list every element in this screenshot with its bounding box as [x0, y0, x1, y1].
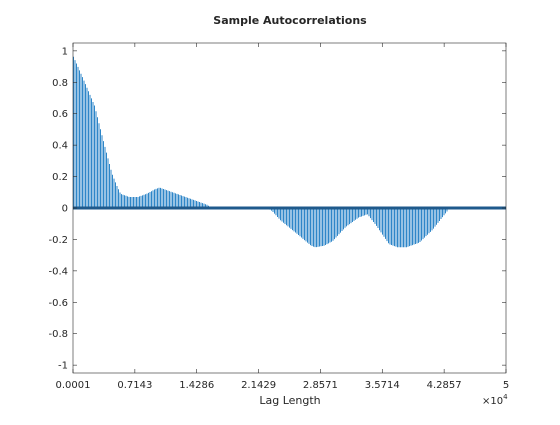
y-tick-label: -0.6 [48, 298, 68, 309]
stem-bars [73, 56, 449, 248]
y-tick-label: 0.8 [52, 78, 68, 89]
x-tick-label: 2.8571 [303, 380, 338, 391]
x-tick-label: 2.1429 [241, 380, 276, 391]
y-tick-label: -0.4 [48, 266, 68, 277]
y-tick-label: 0.4 [52, 141, 68, 152]
y-axis-ticks: 1 0.8 0.6 0.4 0.2 0 -0.2 -0.4 -0.6 -0.8 -1 [48, 46, 506, 372]
x-tick-label: 4.2857 [427, 380, 462, 391]
x-tick-label: 3.5714 [365, 380, 400, 391]
x-tick-label: 5 [503, 380, 509, 391]
x-axis-exponent: ×104 [482, 393, 508, 407]
x-tick-label: 0.0001 [56, 380, 91, 391]
x-tick-label: 1.4286 [179, 380, 214, 391]
chart-title: Sample Autocorrelations [213, 14, 367, 27]
y-tick-label: -0.2 [48, 235, 68, 246]
x-axis-ticks: 0.0001 0.7143 1.4286 2.1429 2.8571 3.5714 4.28… [56, 43, 509, 391]
y-tick-label: -0.8 [48, 329, 68, 340]
y-tick-label: 0.6 [52, 109, 68, 120]
y-tick-label: 1 [62, 46, 68, 57]
x-exponent-power: 4 [503, 393, 508, 401]
y-tick-label: 0 [62, 204, 68, 215]
x-axis-label: Lag Length [259, 394, 320, 407]
y-tick-label: -1 [58, 361, 68, 372]
x-tick-label: 0.7143 [117, 380, 152, 391]
x-exponent-base: ×10 [482, 396, 503, 407]
y-tick-label: 0.2 [52, 172, 68, 183]
